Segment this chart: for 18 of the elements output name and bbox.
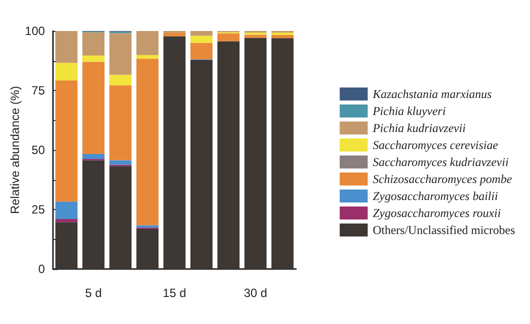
x-tick-label: 15 d xyxy=(162,286,186,300)
x-tick-label: 5 d xyxy=(85,286,102,300)
y-axis-title: Relative abundance (%) xyxy=(8,86,22,214)
y-tick-label: 100 xyxy=(24,24,46,38)
legend-label: Kazachstania marxianus xyxy=(372,87,492,101)
legend-label: Zygosaccharomyces bailii xyxy=(372,189,498,203)
y-tick-label: 0 xyxy=(38,262,46,276)
legend-label: Saccharomyces cerevisiae xyxy=(372,138,499,152)
x-tick-label: 30 d xyxy=(244,286,268,300)
legend-label: Zygosaccharomyces rouxii xyxy=(372,206,501,220)
legend-label: Schizosaccharomyces pombe xyxy=(372,172,513,186)
legend-label: Saccharomyces kudriavzevii xyxy=(372,155,509,169)
y-tick-label: 75 xyxy=(32,84,46,98)
legend-label: Others/Unclassified microbes xyxy=(372,223,516,237)
legend-label: Pichia kudriavzevii xyxy=(372,121,466,135)
y-tick-label: 25 xyxy=(32,202,46,216)
legend-label: Pichia kluyveri xyxy=(372,104,446,118)
y-tick-label: 50 xyxy=(32,143,46,157)
